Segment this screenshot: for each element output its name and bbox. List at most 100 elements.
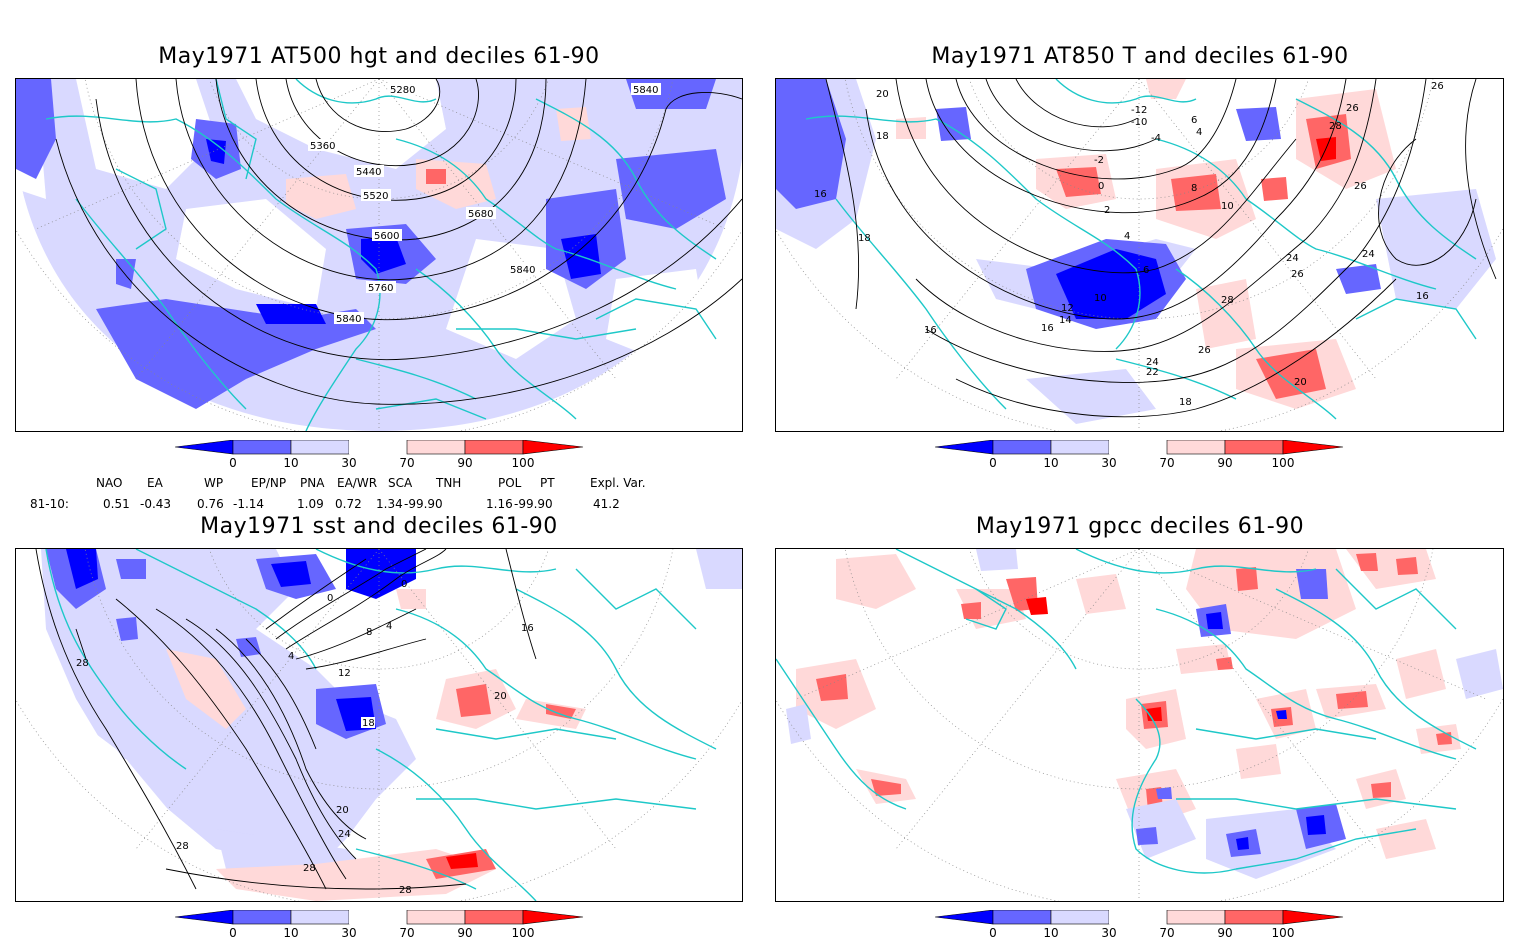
colorbar-tick: 30	[341, 926, 357, 940]
index-value: 1.34	[376, 497, 403, 511]
contour-label: 26	[1198, 345, 1211, 356]
colorbar-tick: 90	[1217, 926, 1233, 940]
contour-label: 4	[288, 651, 294, 662]
contour-label: 12	[1061, 303, 1074, 314]
contour-label: 5520	[363, 191, 388, 202]
panel-title-t850: May1971 AT850 T and deciles 61-90	[931, 44, 1349, 69]
panel-title-gpcc: May1971 gpcc deciles 61-90	[975, 514, 1305, 539]
t850-contour-labels: 20 26 -12 -10 -4 6 4 26 28 18 -2 0 2 8 1…	[814, 81, 1444, 408]
colorbar-tick: 90	[457, 456, 473, 470]
contour-label: 6	[1191, 115, 1197, 126]
index-header-pt: PT	[540, 476, 555, 490]
contour-label: 28	[399, 885, 412, 896]
contour-label: 22	[1146, 367, 1159, 378]
colorbar-swatches	[935, 440, 1344, 455]
contour-label: 8	[1191, 183, 1197, 194]
map-sst-svg: 0 0 4 8 4 12 16 28 18 20 20 24 28 28 28	[16, 549, 742, 901]
colorbar-tick: 100	[1271, 926, 1295, 940]
index-header-pna: PNA	[300, 476, 325, 490]
colorbar-swatches	[935, 910, 1344, 925]
colorbar-tick: 0	[989, 926, 997, 940]
colorbar-tick: 90	[1217, 456, 1233, 470]
contour-label: 28	[1329, 121, 1342, 132]
contour-label: 12	[338, 668, 351, 679]
contour-label: 4	[386, 621, 392, 632]
contour-label: 0	[401, 579, 407, 590]
contour-label: 8	[366, 627, 372, 638]
index-header-sca: SCA	[388, 476, 413, 490]
contour-label: -2	[1094, 155, 1104, 166]
index-header-tnh: TNH	[436, 476, 462, 490]
contour-label: 5280	[390, 85, 415, 96]
sst-contour-labels: 0 0 4 8 4 12 16 28 18 20 20 24 28 28 28	[76, 579, 534, 896]
contour-label: 5840	[336, 314, 361, 325]
contour-label: 16	[521, 623, 534, 634]
index-value: -99.90	[404, 497, 443, 511]
contour-label: 5680	[468, 209, 493, 220]
contour-label: 26	[1354, 181, 1367, 192]
contour-label: 0	[327, 593, 333, 604]
contour-label: 20	[494, 691, 507, 702]
index-value: 41.2	[593, 497, 620, 511]
index-header-epnp: EP/NP	[251, 476, 287, 490]
index-row-label: 81-10:	[30, 497, 69, 511]
contour-label: 6	[1143, 265, 1149, 276]
colorbar-tick: 0	[989, 456, 997, 470]
contour-label: 0	[1098, 181, 1104, 192]
contour-label: 28	[1221, 295, 1234, 306]
colorbar-tick: 10	[283, 456, 299, 470]
colorbar-tick: 100	[511, 456, 535, 470]
contour-label: 18	[1179, 397, 1192, 408]
colorbar-tick: 30	[1101, 926, 1117, 940]
colorbar-t850: 0 10 30 70 90 100	[935, 440, 1355, 474]
contour-label: -12	[1131, 105, 1147, 116]
index-header-expl-var: Expl. Var.	[590, 476, 646, 490]
map-hgt-svg: 5280 5840 5360 5440 5520 5680 5600 5840 …	[16, 79, 742, 431]
panel-title-hgt: May1971 AT500 hgt and deciles 61-90	[158, 44, 600, 69]
index-header-eawr: EA/WR	[337, 476, 378, 490]
contour-label: 5600	[374, 231, 399, 242]
hgt-contour-labels: 5280 5840 5360 5440 5520 5680 5600 5840 …	[308, 83, 661, 325]
contour-label: 5440	[356, 167, 381, 178]
contour-label: 18	[362, 718, 375, 729]
index-header-pol: POL	[498, 476, 522, 490]
contour-label: 5840	[510, 265, 535, 276]
contour-label: 20	[1294, 377, 1307, 388]
colorbar-tick: 70	[399, 456, 415, 470]
colorbar-tick: 30	[1101, 456, 1117, 470]
colorbar-tick: 100	[1271, 456, 1295, 470]
index-header-ea: EA	[147, 476, 163, 490]
colorbar-tick: 100	[511, 926, 535, 940]
index-value: 0.72	[335, 497, 362, 511]
colorbar-hgt: 0 10 30 70 90 100	[175, 440, 595, 474]
colorbar-tick: 0	[229, 456, 237, 470]
index-value: -1.14	[233, 497, 265, 511]
map-gpcc	[775, 548, 1504, 902]
map-t850-svg: 20 26 -12 -10 -4 6 4 26 28 18 -2 0 2 8 1…	[776, 79, 1503, 431]
contour-label: 20	[336, 805, 349, 816]
index-value: 0.51	[103, 497, 130, 511]
contour-label: 5760	[368, 283, 393, 294]
colorbar-tick: 30	[341, 456, 357, 470]
contour-label: 16	[814, 189, 827, 200]
colorbar-tick: 10	[283, 926, 299, 940]
colorbar-tick: 10	[1043, 456, 1059, 470]
contour-label: 4	[1124, 231, 1130, 242]
contour-label: 24	[338, 829, 351, 840]
contour-label: 18	[858, 233, 871, 244]
contour-label: 20	[876, 89, 889, 100]
index-value: -0.43	[140, 497, 172, 511]
contour-label: -4	[1151, 133, 1161, 144]
colorbar-tick: 70	[399, 926, 415, 940]
index-value: 0.76	[197, 497, 224, 511]
contour-label: 10	[1221, 201, 1234, 212]
map-gpcc-svg	[776, 549, 1503, 901]
colorbar-swatches	[175, 440, 584, 455]
contour-label: 5840	[633, 85, 658, 96]
contour-label: 16	[1041, 323, 1054, 334]
contour-label: 16	[924, 325, 937, 336]
contour-label: -10	[1131, 117, 1147, 128]
colorbar-swatches	[175, 910, 584, 925]
contour-label: 24	[1146, 357, 1159, 368]
contour-label: 28	[176, 841, 189, 852]
